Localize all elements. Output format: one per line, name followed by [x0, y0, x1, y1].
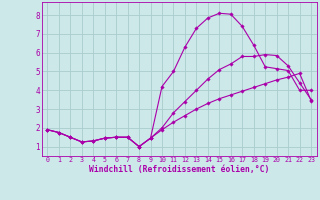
X-axis label: Windchill (Refroidissement éolien,°C): Windchill (Refroidissement éolien,°C) [89, 165, 269, 174]
